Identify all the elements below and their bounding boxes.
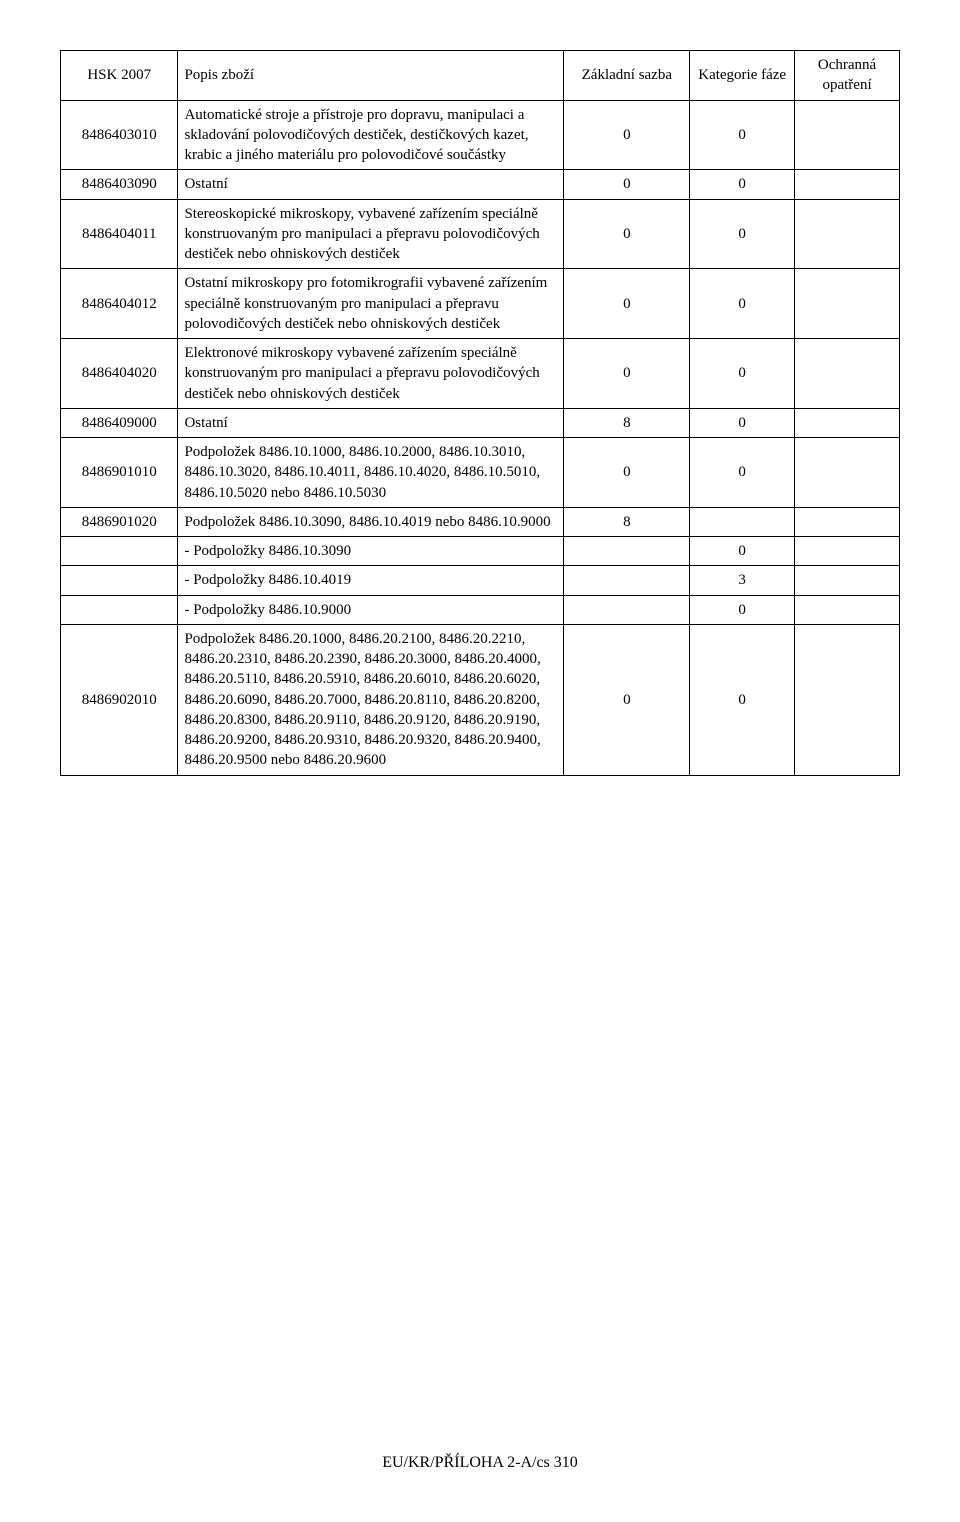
cell-hsk: 8486404020 [61,339,178,409]
cell-opatreni [795,269,900,339]
cell-kategorie: 3 [690,566,795,595]
cell-sazba: 0 [564,339,690,409]
cell-popis: - Podpoložky 8486.10.9000 [178,595,564,624]
cell-hsk [61,537,178,566]
cell-kategorie: 0 [690,199,795,269]
cell-popis: Ostatní mikroskopy pro fotomikrografii v… [178,269,564,339]
cell-sazba: 0 [564,269,690,339]
cell-hsk: 8486403090 [61,170,178,199]
cell-sazba [564,595,690,624]
cell-popis: - Podpoložky 8486.10.4019 [178,566,564,595]
cell-opatreni [795,595,900,624]
cell-opatreni [795,566,900,595]
cell-hsk: 8486902010 [61,624,178,775]
tariff-table: HSK 2007 Popis zboží Základní sazba Kate… [60,50,900,776]
cell-popis: Stereoskopické mikroskopy, vybavené zaří… [178,199,564,269]
cell-popis: Ostatní [178,408,564,437]
table-row: 8486404012 Ostatní mikroskopy pro fotomi… [61,269,900,339]
cell-kategorie: 0 [690,339,795,409]
cell-sazba [564,566,690,595]
cell-kategorie: 0 [690,537,795,566]
table-row: 8486404020 Elektronové mikroskopy vybave… [61,339,900,409]
cell-sazba: 0 [564,199,690,269]
cell-kategorie: 0 [690,595,795,624]
table-row: 8486404011 Stereoskopické mikroskopy, vy… [61,199,900,269]
table-row: 8486403090 Ostatní 0 0 [61,170,900,199]
table-row: 8486902010 Podpoložek 8486.20.1000, 8486… [61,624,900,775]
header-popis: Popis zboží [178,51,564,101]
table-row: 8486403010 Automatické stroje a přístroj… [61,100,900,170]
cell-hsk [61,595,178,624]
cell-popis: Podpoložek 8486.10.1000, 8486.10.2000, 8… [178,438,564,508]
cell-kategorie: 0 [690,624,795,775]
table-row: - Podpoložky 8486.10.3090 0 [61,537,900,566]
table-row: 8486901020 Podpoložek 8486.10.3090, 8486… [61,507,900,536]
cell-opatreni [795,408,900,437]
cell-hsk: 8486404012 [61,269,178,339]
cell-hsk: 8486409000 [61,408,178,437]
cell-kategorie: 0 [690,408,795,437]
cell-sazba: 0 [564,438,690,508]
cell-hsk [61,566,178,595]
header-kategorie: Kategorie fáze [690,51,795,101]
cell-sazba: 8 [564,507,690,536]
header-hsk: HSK 2007 [61,51,178,101]
cell-opatreni [795,438,900,508]
cell-popis: Podpoložek 8486.10.3090, 8486.10.4019 ne… [178,507,564,536]
cell-kategorie [690,507,795,536]
table-header-row: HSK 2007 Popis zboží Základní sazba Kate… [61,51,900,101]
table-row: - Podpoložky 8486.10.4019 3 [61,566,900,595]
table-row: 8486409000 Ostatní 8 0 [61,408,900,437]
cell-opatreni [795,537,900,566]
cell-hsk: 8486404011 [61,199,178,269]
cell-sazba: 0 [564,624,690,775]
cell-sazba [564,537,690,566]
cell-opatreni [795,624,900,775]
cell-opatreni [795,100,900,170]
table-row: 8486901010 Podpoložek 8486.10.1000, 8486… [61,438,900,508]
cell-opatreni [795,507,900,536]
cell-kategorie: 0 [690,438,795,508]
header-opatreni: Ochranná opatření [795,51,900,101]
cell-opatreni [795,199,900,269]
cell-popis: Ostatní [178,170,564,199]
table-row: - Podpoložky 8486.10.9000 0 [61,595,900,624]
cell-hsk: 8486901020 [61,507,178,536]
cell-popis: Elektronové mikroskopy vybavené zařízení… [178,339,564,409]
header-sazba: Základní sazba [564,51,690,101]
cell-kategorie: 0 [690,170,795,199]
page-footer: EU/KR/PŘÍLOHA 2-A/cs 310 [0,1454,960,1472]
cell-sazba: 0 [564,170,690,199]
cell-kategorie: 0 [690,269,795,339]
cell-hsk: 8486403010 [61,100,178,170]
cell-popis: - Podpoložky 8486.10.3090 [178,537,564,566]
cell-hsk: 8486901010 [61,438,178,508]
cell-opatreni [795,170,900,199]
cell-popis: Podpoložek 8486.20.1000, 8486.20.2100, 8… [178,624,564,775]
cell-sazba: 8 [564,408,690,437]
cell-popis: Automatické stroje a přístroje pro dopra… [178,100,564,170]
cell-kategorie: 0 [690,100,795,170]
cell-opatreni [795,339,900,409]
cell-sazba: 0 [564,100,690,170]
